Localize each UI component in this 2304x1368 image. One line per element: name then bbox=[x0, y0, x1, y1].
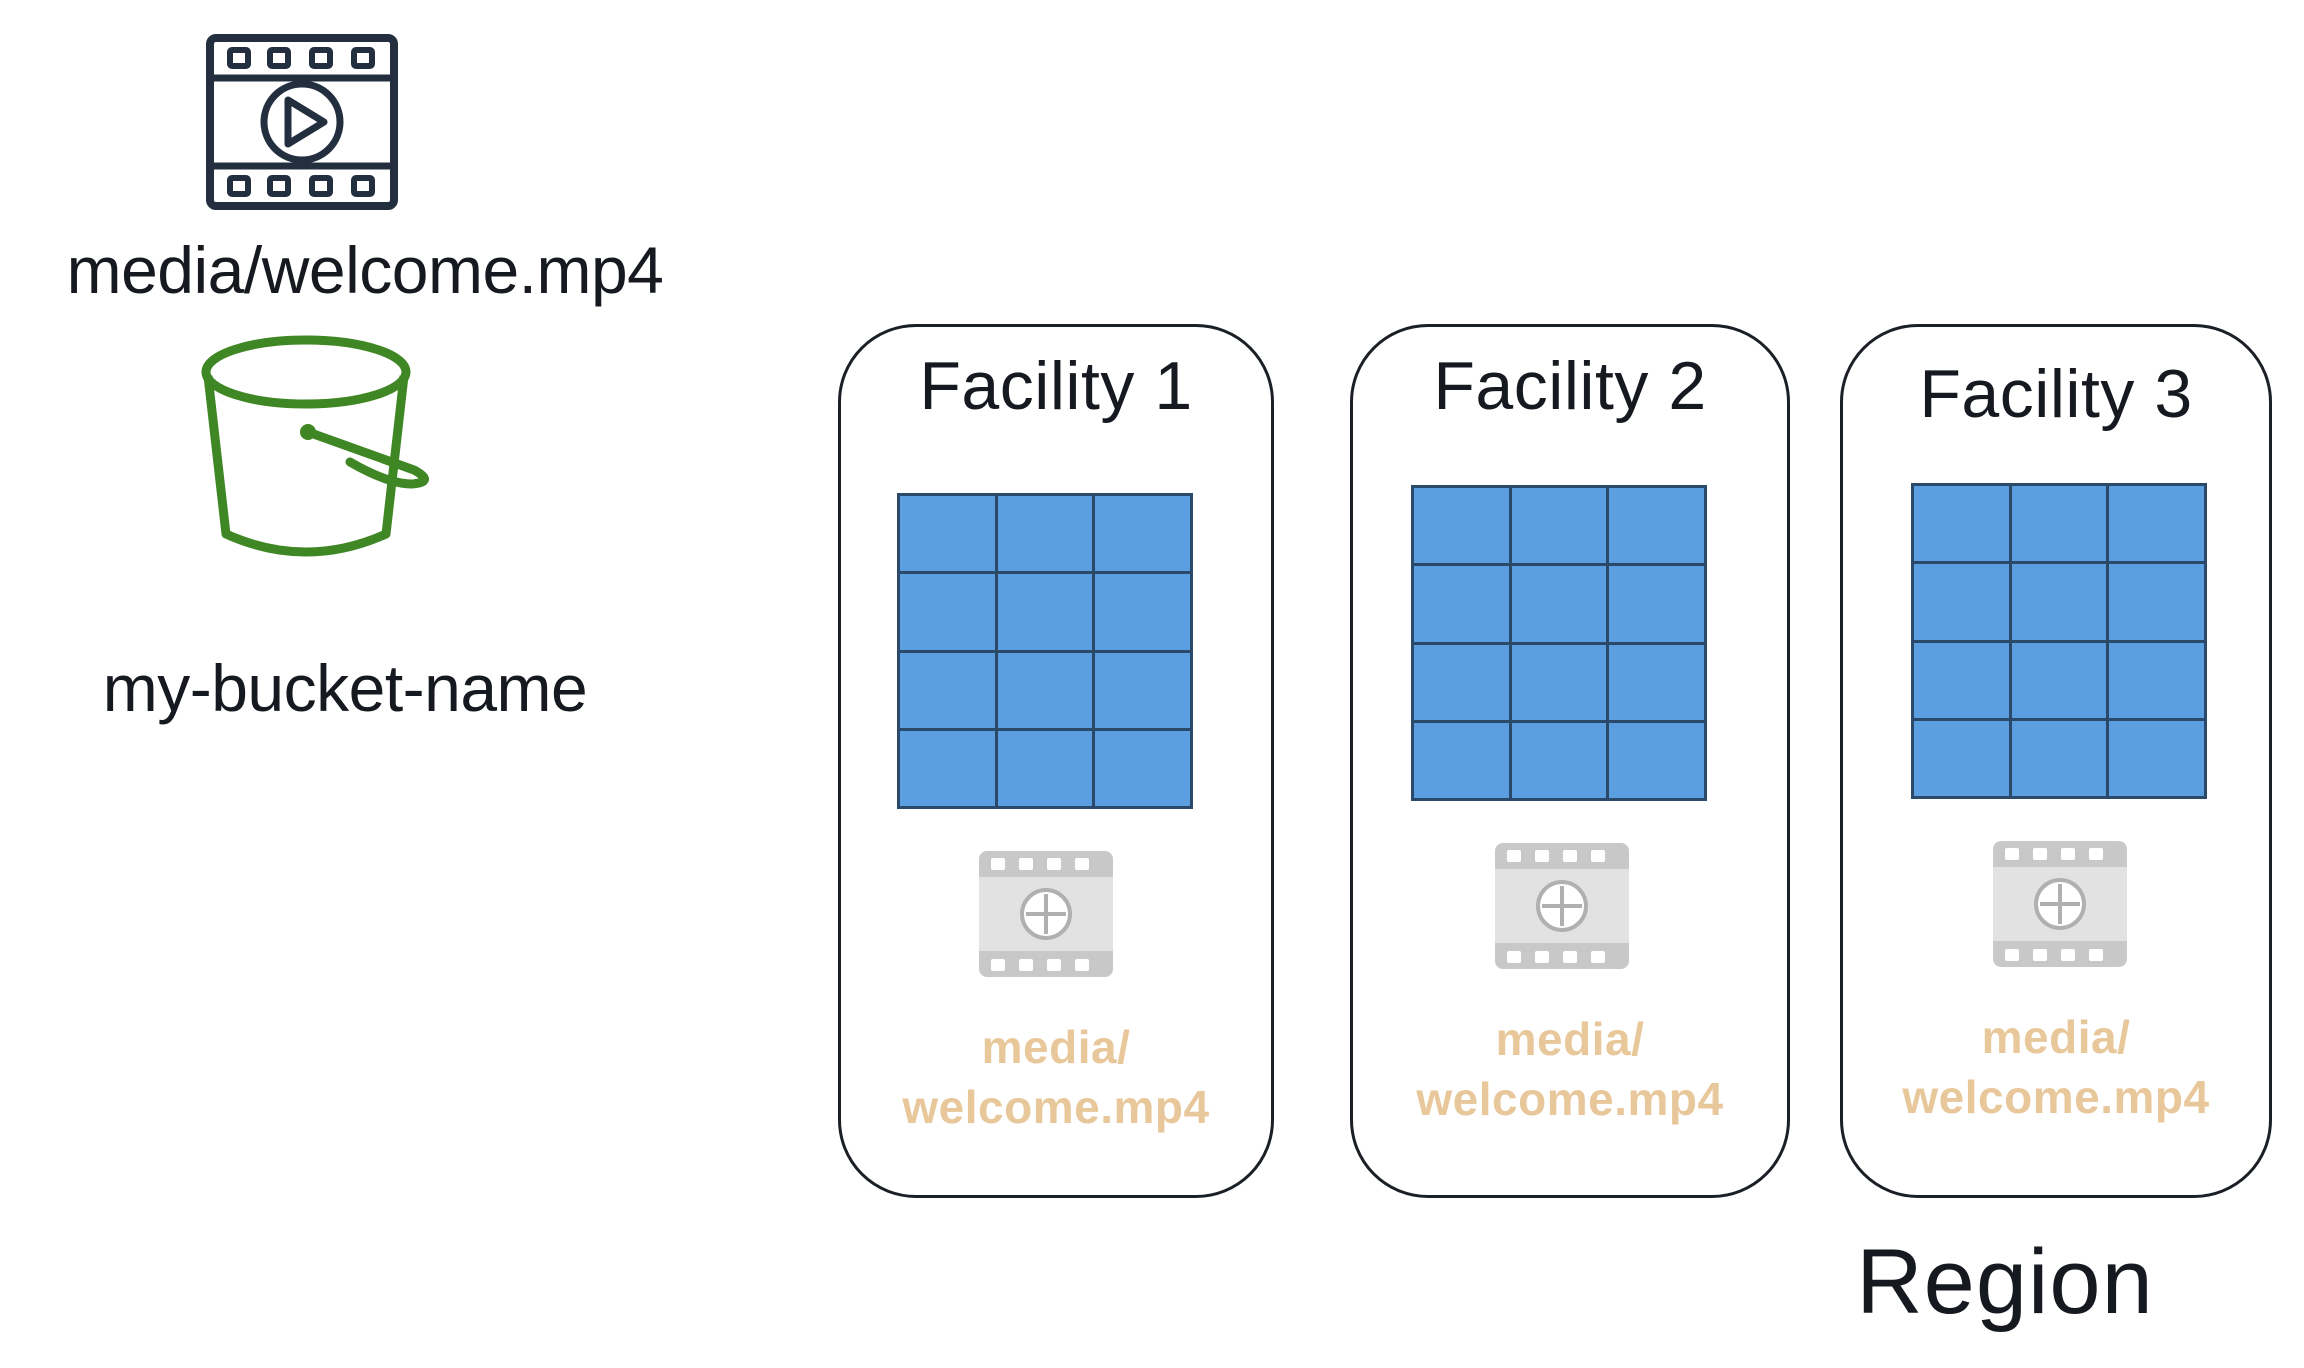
grid-cell bbox=[2109, 642, 2204, 718]
grid-cell bbox=[2109, 486, 2204, 562]
grid-cell bbox=[1414, 644, 1509, 720]
replica-prefix: media/ bbox=[1981, 1011, 2131, 1063]
grid-cell bbox=[997, 730, 1093, 806]
replica-video-icon bbox=[1495, 843, 1629, 969]
bucket-name-label: my-bucket-name bbox=[102, 651, 588, 725]
grid-cell bbox=[2109, 720, 2204, 796]
grid-cell bbox=[997, 496, 1093, 572]
replica-prefix: media/ bbox=[981, 1021, 1131, 1073]
grid-cell bbox=[1095, 730, 1190, 806]
grid-cell bbox=[1609, 644, 1704, 720]
grid-cell bbox=[2011, 486, 2107, 562]
grid-cell bbox=[1414, 722, 1509, 798]
replica-filename: welcome.mp4 bbox=[902, 1081, 1210, 1133]
grid-cell bbox=[1095, 574, 1190, 650]
grid-cell bbox=[1511, 644, 1607, 720]
bucket-icon bbox=[201, 335, 429, 557]
grid-cell bbox=[1414, 488, 1509, 564]
grid-cell bbox=[1609, 722, 1704, 798]
grid-cell bbox=[1095, 496, 1190, 572]
storage-grid bbox=[1411, 485, 1707, 801]
grid-cell bbox=[900, 496, 995, 572]
grid-cell bbox=[1914, 486, 2009, 562]
grid-cell bbox=[1914, 720, 2009, 796]
grid-cell bbox=[900, 574, 995, 650]
grid-cell bbox=[2011, 642, 2107, 718]
facility-2: Facility 2 media/ welcome. bbox=[1350, 324, 1790, 1198]
replica-video-icon bbox=[1993, 841, 2127, 967]
grid-cell bbox=[997, 652, 1093, 728]
facility-1: Facility 1 media/ welcome. bbox=[838, 324, 1274, 1198]
grid-cell bbox=[900, 730, 995, 806]
grid-cell bbox=[1511, 566, 1607, 642]
grid-cell bbox=[1609, 488, 1704, 564]
grid-cell bbox=[2109, 564, 2204, 640]
grid-cell bbox=[997, 574, 1093, 650]
facility-3: Facility 3 media/ welcome. bbox=[1840, 324, 2272, 1198]
replica-video-icon bbox=[979, 851, 1113, 977]
grid-cell bbox=[900, 652, 995, 728]
grid-cell bbox=[1609, 566, 1704, 642]
grid-cell bbox=[1414, 566, 1509, 642]
replica-filename: welcome.mp4 bbox=[1902, 1071, 2210, 1123]
grid-cell bbox=[1095, 652, 1190, 728]
grid-cell bbox=[1914, 564, 2009, 640]
storage-grid bbox=[1911, 483, 2207, 799]
region-label: Region bbox=[1856, 1231, 2154, 1333]
grid-cell bbox=[1511, 722, 1607, 798]
object-key-label: media/welcome.mp4 bbox=[66, 233, 664, 307]
facility-title: Facility 2 bbox=[1433, 348, 1707, 424]
replica-object-label: media/ welcome.mp4 bbox=[1843, 1007, 2269, 1127]
replica-prefix: media/ bbox=[1495, 1013, 1645, 1065]
grid-cell bbox=[1914, 642, 2009, 718]
video-file-icon bbox=[206, 34, 398, 210]
grid-cell bbox=[1511, 488, 1607, 564]
grid-cell bbox=[2011, 720, 2107, 796]
grid-cell bbox=[2011, 564, 2107, 640]
facility-title: Facility 3 bbox=[1919, 356, 2193, 432]
storage-grid bbox=[897, 493, 1193, 809]
facility-title: Facility 1 bbox=[919, 348, 1193, 424]
replica-filename: welcome.mp4 bbox=[1416, 1073, 1724, 1125]
replica-object-label: media/ welcome.mp4 bbox=[841, 1017, 1271, 1137]
replica-object-label: media/ welcome.mp4 bbox=[1353, 1009, 1787, 1129]
